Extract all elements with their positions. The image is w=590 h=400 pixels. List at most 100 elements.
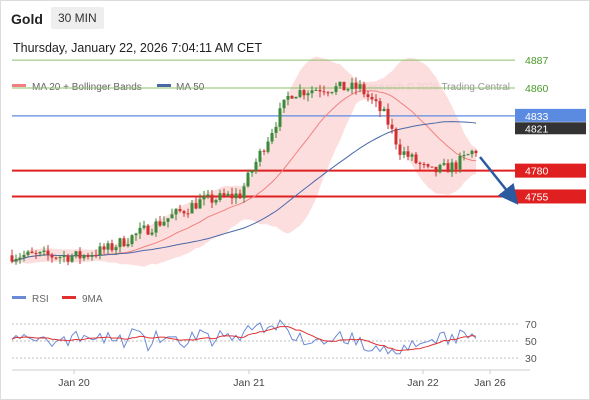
rsi-9ma-line xyxy=(11,326,477,352)
rsi-level-label: 30 xyxy=(525,353,537,365)
candle-body xyxy=(90,255,94,257)
candle-body xyxy=(458,155,462,170)
candle-body xyxy=(322,91,326,93)
candle-body xyxy=(190,203,194,214)
resistance-label: 4860 xyxy=(525,83,549,95)
candle-body xyxy=(310,90,314,94)
candle-body xyxy=(430,166,434,168)
candle-body xyxy=(98,246,102,256)
candle-body xyxy=(266,141,270,152)
candle-body xyxy=(270,132,274,142)
candle-body xyxy=(10,255,14,262)
candle-body xyxy=(130,235,134,245)
candle-body xyxy=(154,221,158,233)
candle-body xyxy=(238,193,242,199)
candle-body xyxy=(106,243,110,250)
candle-body xyxy=(170,214,174,219)
candle-body xyxy=(258,150,262,162)
candle-body xyxy=(218,193,222,201)
candle-body xyxy=(442,163,446,165)
candle-body xyxy=(278,108,282,127)
candle-body xyxy=(222,193,226,196)
candle-body xyxy=(390,124,394,129)
candle-body xyxy=(82,255,86,259)
candle-body xyxy=(358,84,362,89)
legend-ma50-swatch xyxy=(157,84,171,87)
candle-body xyxy=(214,200,218,203)
bollinger-band-area xyxy=(12,56,476,267)
timestamp: Thursday, January 22, 2026 7:04:11 AM CE… xyxy=(13,41,262,55)
candle-body xyxy=(158,221,162,226)
candle-body xyxy=(146,225,150,235)
candle-body xyxy=(118,238,122,248)
x-tick-label: Jan 21 xyxy=(233,377,265,389)
candle-body xyxy=(126,244,130,247)
candle-body xyxy=(246,172,250,187)
candle-body xyxy=(294,96,298,99)
candle-body xyxy=(474,150,478,154)
pivot-label: 4833 xyxy=(525,111,549,123)
candle-body xyxy=(78,251,82,259)
candle-body xyxy=(162,221,166,226)
candle-body xyxy=(426,164,430,167)
candle-body xyxy=(450,162,454,173)
candle-body xyxy=(386,108,390,125)
candle-body xyxy=(366,94,370,97)
candle-body xyxy=(282,99,286,109)
candle-body xyxy=(318,89,322,92)
legend-9ma-label: 9MA xyxy=(82,294,103,305)
candle-body xyxy=(54,257,58,259)
candle-body xyxy=(186,213,190,215)
candle-body xyxy=(226,193,230,196)
candle-body xyxy=(470,150,474,155)
support-tag xyxy=(515,163,586,178)
rsi-level-label: 70 xyxy=(525,319,537,331)
candle-body xyxy=(14,259,18,262)
candle-body xyxy=(122,238,126,247)
candle-body xyxy=(302,90,306,96)
rsi-level-label: 50 xyxy=(525,336,537,348)
candle-body xyxy=(298,90,302,97)
candle-body xyxy=(242,186,246,199)
candle-body xyxy=(326,92,330,94)
candle-body xyxy=(262,150,266,152)
candle-body xyxy=(182,211,186,214)
candle-body xyxy=(274,126,278,133)
candle-body xyxy=(102,246,106,250)
candle-body xyxy=(382,108,386,112)
x-tick-label: Jan 26 xyxy=(474,377,506,389)
x-tick-label: Jan 22 xyxy=(407,377,439,389)
candle-body xyxy=(434,166,438,173)
candle-body xyxy=(446,163,450,173)
candle-body xyxy=(338,81,342,87)
candle-body xyxy=(198,199,202,209)
candle-body xyxy=(462,155,466,157)
candle-body xyxy=(354,82,358,89)
candlesticks xyxy=(10,77,478,266)
candle-body xyxy=(30,251,34,254)
candle-body xyxy=(22,255,26,258)
candle-body xyxy=(58,256,62,259)
symbol-title: Gold xyxy=(11,11,43,27)
candle-body xyxy=(50,254,54,258)
projection-arrow xyxy=(479,156,519,205)
candle-body xyxy=(438,164,442,173)
candle-body xyxy=(166,218,170,222)
candle-body xyxy=(42,250,46,252)
candle-body xyxy=(206,194,210,197)
candle-body xyxy=(110,243,114,251)
candle-body xyxy=(370,96,374,100)
candle-body xyxy=(66,255,70,262)
candle-body xyxy=(414,154,418,163)
support-label: 4755 xyxy=(525,191,549,203)
legend-rsi-label: RSI xyxy=(32,294,49,305)
candle-body xyxy=(398,144,402,155)
candle-body xyxy=(234,193,238,199)
rsi-lines xyxy=(11,319,477,355)
candle-body xyxy=(334,86,338,93)
candle-body xyxy=(138,227,142,234)
candle-body xyxy=(70,256,74,262)
timeframe-badge[interactable]: 30 MIN xyxy=(51,7,104,29)
